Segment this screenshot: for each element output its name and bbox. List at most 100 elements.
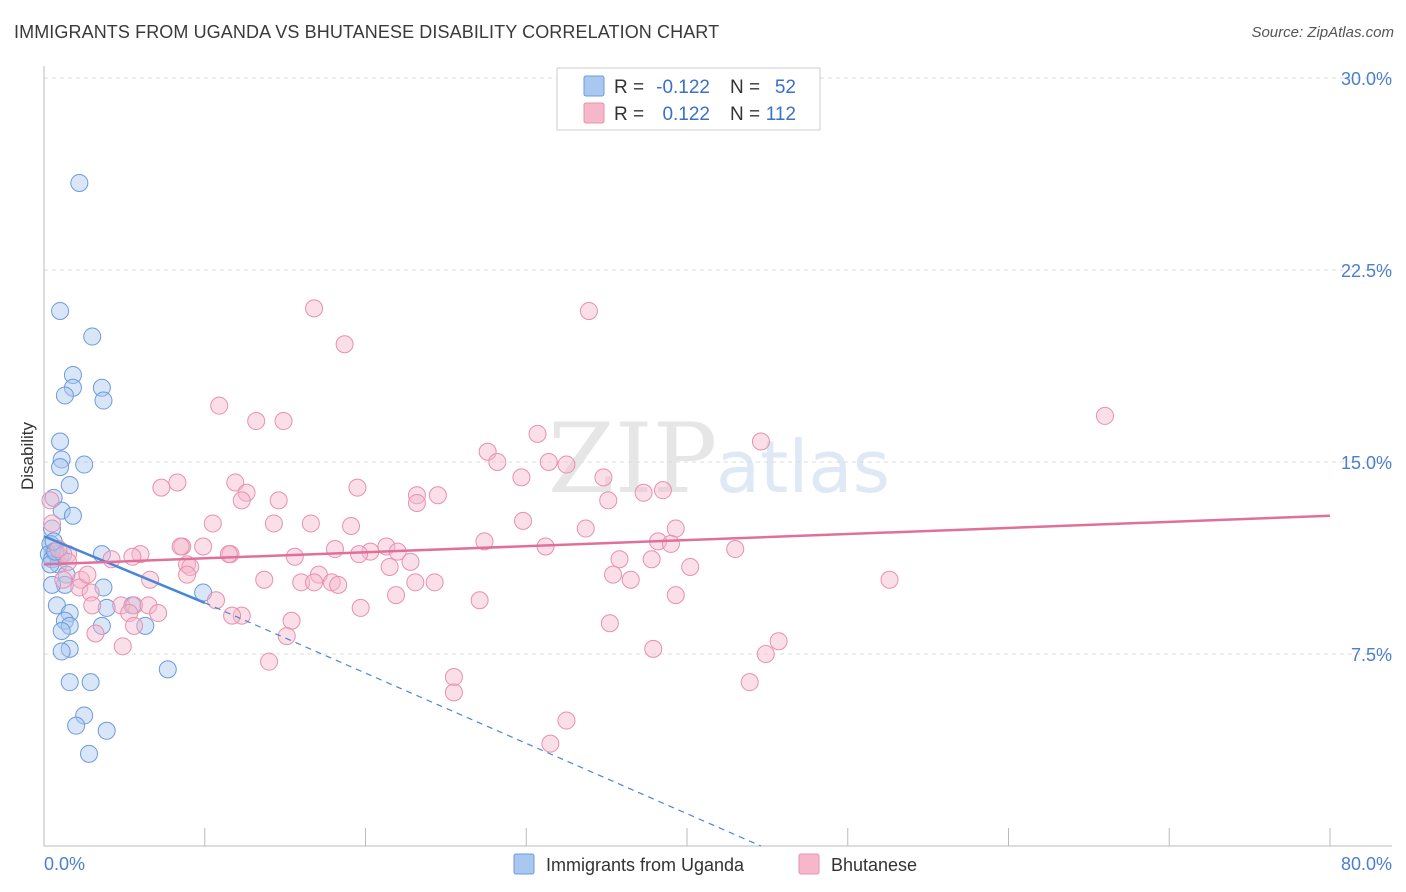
bhutanese-point-30 [264, 514, 283, 533]
x-ticks [43, 828, 1331, 846]
bhutanese-point-44 [350, 545, 369, 564]
bhutanese-point-63 [255, 570, 274, 589]
bhutanese-point-64 [292, 573, 311, 592]
bhutanese-point-21 [269, 491, 288, 510]
bhutanese-point-87 [223, 606, 242, 625]
bhutanese-point-57 [401, 552, 420, 571]
legend-r-value-uganda: -0.122 [656, 77, 710, 98]
bhutanese-point-105 [54, 570, 73, 589]
uganda-point-46 [81, 673, 100, 692]
bhutanese-point-79 [470, 591, 489, 610]
bhutanese-point-108 [59, 552, 78, 571]
bhutanese-point-104 [541, 734, 560, 753]
series-bhutanese-points [41, 299, 1114, 753]
bhutanese-point-110 [219, 545, 238, 564]
y-tick-label-3: 30.0% [1341, 69, 1392, 89]
uganda-point-15 [63, 506, 82, 525]
uganda-point-50 [80, 744, 99, 763]
legend-n-value-uganda: 52 [775, 77, 796, 98]
bhutanese-point-69 [604, 565, 623, 584]
uganda-point-8 [51, 432, 70, 451]
uganda-point-13 [44, 488, 63, 507]
bhutanese-point-75 [70, 578, 89, 597]
bhutanese-point-59 [610, 550, 629, 569]
bhutanese-point-78 [387, 586, 406, 605]
bhutanese-point-66 [305, 573, 324, 592]
bhutanese-point-23 [428, 486, 447, 505]
bhutanese-point-90 [282, 611, 301, 630]
uganda-point-30 [43, 575, 62, 594]
y-tick-label-2: 22.5% [1341, 261, 1392, 281]
bhutanese-point-13 [512, 468, 531, 487]
bhutanese-point-20 [232, 491, 251, 510]
bhutanese-point-8 [751, 432, 770, 451]
x-tick-label-min: 0.0% [44, 854, 85, 874]
bottom-legend-label-bhutanese: Bhutanese [831, 855, 917, 875]
bhutanese-point-1 [579, 301, 598, 320]
bhutanese-point-39 [475, 532, 494, 551]
legend-swatch-uganda [583, 75, 605, 97]
bhutanese-point-100 [444, 668, 463, 687]
bhutanese-point-102 [740, 673, 759, 692]
trend-bhutanese [43, 514, 1331, 566]
bhutanese-point-27 [599, 491, 618, 510]
bhutanese-point-16 [226, 473, 245, 492]
legend-r-value-bhutanese: 0.122 [662, 104, 710, 125]
bhutanese-point-12 [557, 455, 576, 474]
bottom-legend-swatch-bhutanese [798, 853, 820, 875]
bhutanese-point-3 [1095, 406, 1114, 425]
uganda-point-44 [158, 660, 177, 679]
bhutanese-point-96 [769, 632, 788, 651]
trend-uganda [43, 535, 206, 604]
bhutanese-point-58 [380, 557, 399, 576]
legend-r-label-bhutanese: R = [614, 104, 644, 125]
bhutanese-point-28 [514, 511, 533, 530]
bhutanese-point-34 [666, 519, 685, 538]
bhutanese-point-83 [139, 596, 158, 615]
uganda-point-7 [94, 391, 113, 410]
legend-n-label-bhutanese: N = [730, 104, 760, 125]
bhutanese-point-4 [210, 396, 229, 415]
source-label: Source: ZipAtlas.com [1251, 24, 1394, 41]
bhutanese-point-97 [756, 645, 775, 663]
bhutanese-point-10 [488, 453, 507, 471]
uganda-point-12 [60, 476, 79, 495]
uganda-point-36 [97, 598, 116, 617]
bhutanese-point-26 [653, 481, 672, 500]
bhutanese-point-40 [661, 534, 680, 553]
bottom-legend-swatch-uganda [513, 853, 535, 875]
legend: R = -0.122 N = 52 R = 0.122 N = 112 [556, 67, 821, 131]
watermark-zip: ZIP [548, 403, 717, 515]
bhutanese-point-41 [726, 540, 745, 559]
y-tick-labels: 7.5% 15.0% 22.5% 30.0% [1341, 69, 1392, 665]
bhutanese-point-80 [666, 586, 685, 605]
bhutanese-point-95 [113, 637, 132, 656]
uganda-point-3 [63, 365, 82, 384]
bhutanese-point-71 [880, 570, 899, 589]
y-axis-title: Disability [18, 421, 37, 490]
bhutanese-point-50 [123, 547, 142, 566]
bhutanese-point-88 [351, 598, 370, 617]
bhutanese-point-84 [149, 604, 168, 623]
uganda-point-35 [55, 611, 74, 630]
bhutanese-point-98 [644, 639, 663, 658]
bhutanese-point-53 [41, 491, 60, 510]
trend-uganda-extension [204, 602, 762, 847]
uganda-point-39 [92, 616, 111, 635]
bhutanese-point-103 [557, 711, 576, 730]
bhutanese-point-93 [86, 624, 105, 643]
bhutanese-point-14 [594, 468, 613, 487]
bhutanese-point-24 [407, 493, 426, 512]
legend-n-value-bhutanese: 112 [766, 104, 796, 125]
bhutanese-point-85 [207, 591, 226, 610]
bhutanese-point-109 [171, 537, 190, 556]
bhutanese-point-25 [634, 483, 653, 502]
uganda-point-43 [52, 642, 71, 661]
trend-lines [43, 514, 1331, 847]
bhutanese-point-17 [348, 478, 367, 497]
chart-title: IMMIGRANTS FROM UGANDA VS BHUTANESE DISA… [14, 22, 720, 42]
y-tick-label-1: 15.0% [1341, 453, 1392, 473]
bhutanese-point-6 [274, 412, 293, 431]
uganda-point-49 [97, 721, 116, 740]
